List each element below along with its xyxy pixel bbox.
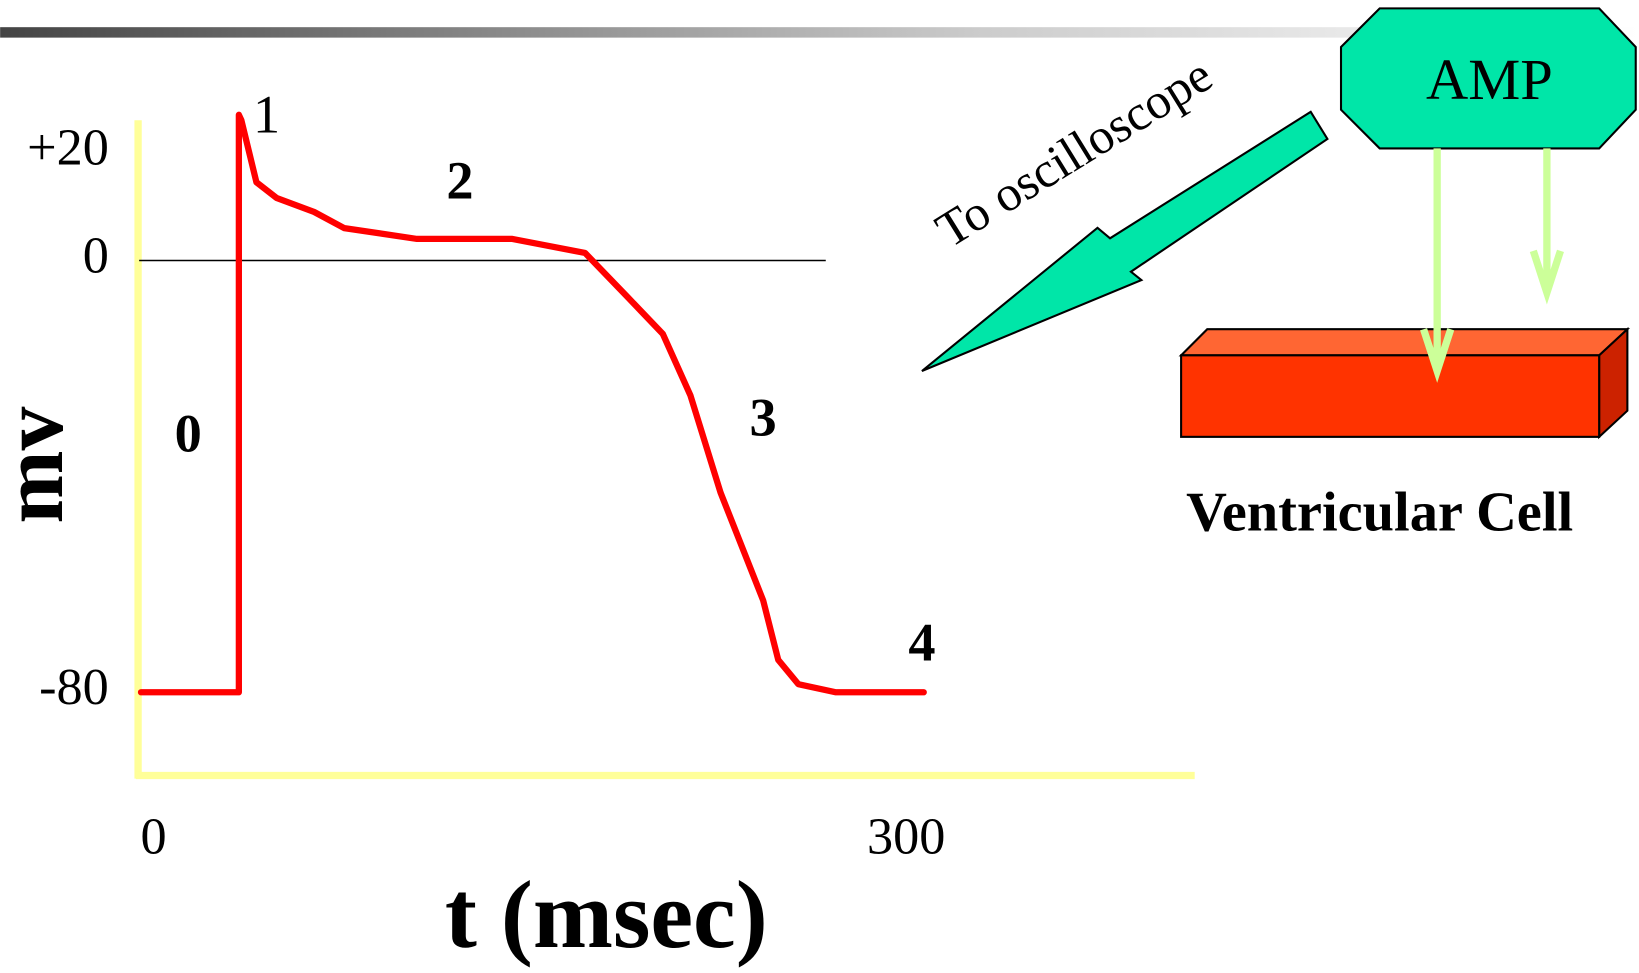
amplifier-label: AMP — [1426, 47, 1553, 112]
x-axis-label: t (msec) — [445, 861, 768, 968]
x-tick-label: 0 — [140, 807, 166, 865]
y-axis-label: mv — [0, 406, 81, 523]
cell-top — [1181, 329, 1627, 355]
phase-label: 2 — [446, 150, 473, 210]
phase-label: 1 — [253, 85, 280, 145]
phase-label: 4 — [908, 612, 935, 672]
y-tick-label: 0 — [83, 226, 109, 284]
cell-front — [1181, 355, 1599, 437]
y-tick-label: +20 — [27, 119, 109, 177]
phase-label: 0 — [175, 403, 202, 463]
page: AMP Ventricular Cell To oscilloscope mv … — [0, 0, 1639, 973]
phase-label: 3 — [749, 388, 776, 448]
x-tick-label: 300 — [867, 807, 945, 865]
cell-label: Ventricular Cell — [1186, 481, 1573, 543]
line — [141, 115, 924, 692]
y-tick-label: -80 — [39, 658, 109, 716]
